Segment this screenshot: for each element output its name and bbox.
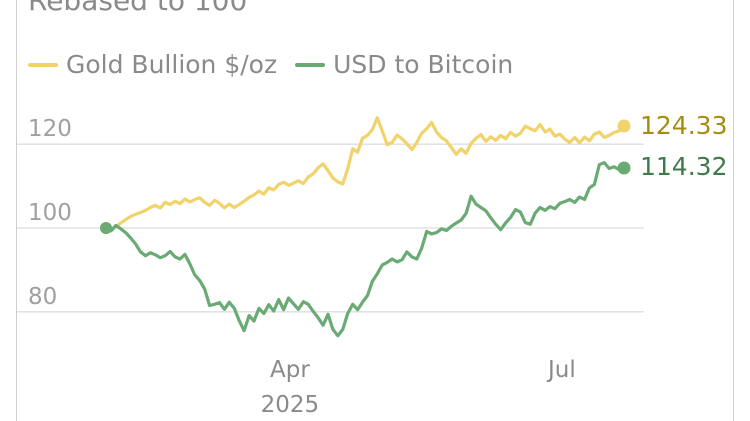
legend-swatch-btc [295, 62, 326, 67]
card-left-border [16, 0, 17, 421]
series-end-dot-btc [617, 161, 631, 175]
card-right-border [733, 0, 734, 421]
series-line-gold [104, 116, 626, 232]
y-tick-label-120: 120 [28, 116, 72, 142]
legend-label-gold: Gold Bullion $/oz [66, 50, 278, 79]
legend: Gold Bullion $/oz USD to Bitcoin [28, 50, 531, 79]
legend-swatch-gold [28, 62, 58, 67]
x-tick-label-1: Jul [546, 357, 576, 383]
legend-item-gold: Gold Bullion $/oz [28, 50, 277, 79]
y-tick-label-100: 100 [28, 200, 72, 226]
x-tick-year-0: 2025 [261, 392, 320, 418]
series-line-btc [104, 161, 626, 338]
legend-label-btc: USD to Bitcoin [333, 50, 514, 79]
series-start-dot-btc [100, 222, 112, 234]
end-value-label-gold: 124.33 [640, 111, 727, 140]
end-value-label-btc: 114.32 [640, 152, 727, 181]
series-end-dot-gold [617, 119, 631, 133]
x-tick-label-0: Apr [270, 357, 310, 383]
chart-subtitle: Rebased to 100 [28, 0, 248, 17]
y-tick-label-80: 80 [28, 284, 57, 310]
legend-item-btc: USD to Bitcoin [295, 50, 513, 79]
